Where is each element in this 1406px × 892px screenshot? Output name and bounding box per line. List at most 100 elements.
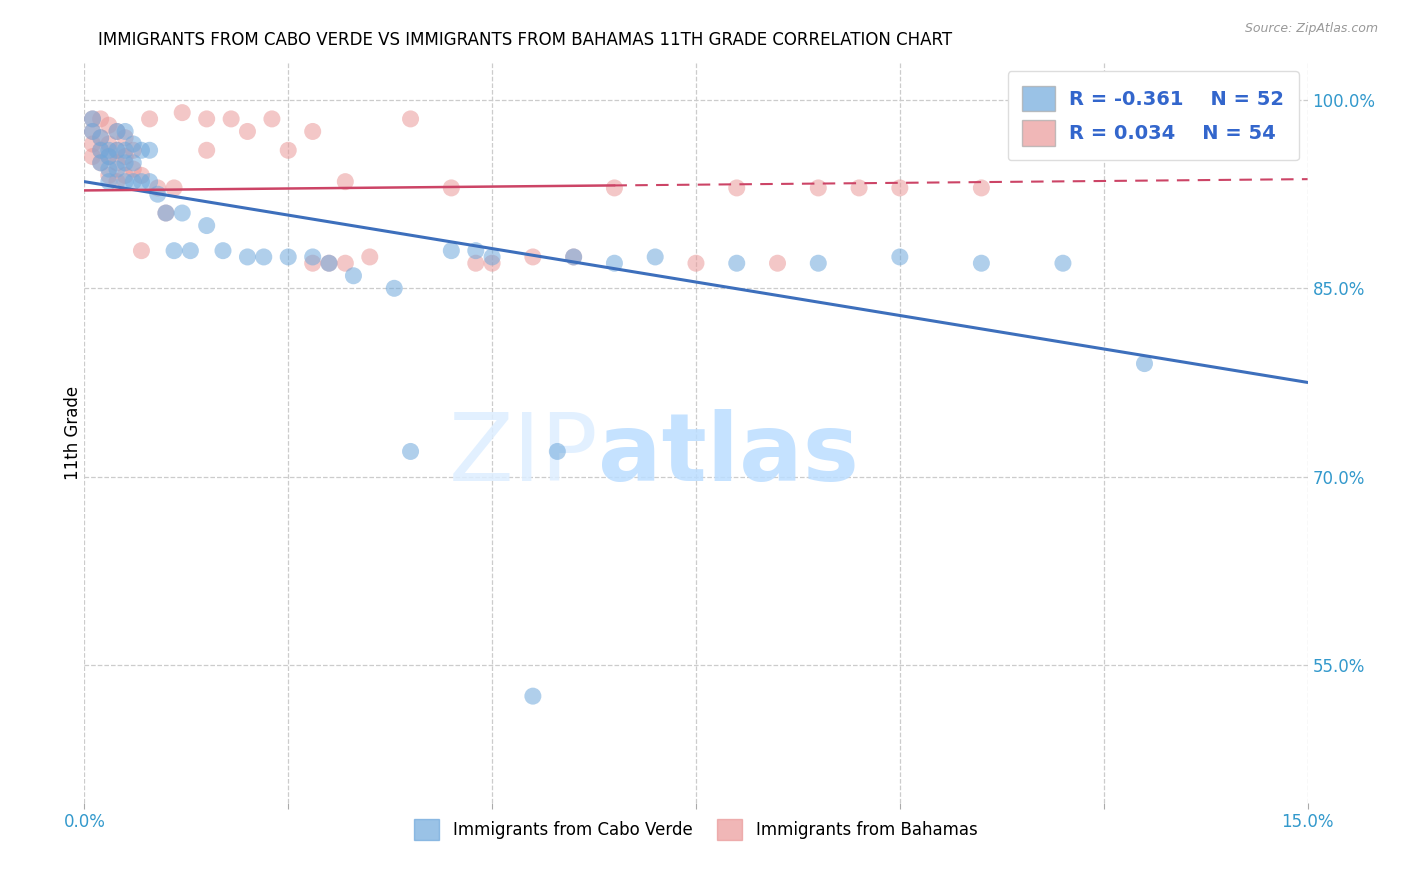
Point [122,175,145,189]
Point [155,206,177,220]
Point [522,689,544,703]
Point [277,250,299,264]
Point [138,175,160,189]
Point [440,181,463,195]
Point [114,169,136,183]
Point [131,143,153,157]
Point [212,244,235,258]
Point [546,444,568,458]
Point [122,136,145,151]
Text: IMMIGRANTS FROM CABO VERDE VS IMMIGRANTS FROM BAHAMAS 11TH GRADE CORRELATION CHA: IMMIGRANTS FROM CABO VERDE VS IMMIGRANTS… [98,31,952,49]
Point [82,150,104,164]
Point [481,256,503,270]
Point [807,256,830,270]
Point [481,250,503,264]
Point [301,250,323,264]
Y-axis label: 11th Grade: 11th Grade [65,385,82,480]
Point [82,136,104,151]
Point [82,124,104,138]
Point [301,124,323,138]
Point [522,250,544,264]
Point [766,256,789,270]
Point [90,156,112,170]
Point [97,136,120,151]
Point [807,181,830,195]
Point [889,250,911,264]
Point [179,244,201,258]
Point [90,143,112,157]
Point [97,118,120,132]
Point [603,256,626,270]
Point [1052,256,1074,270]
Point [1133,357,1156,371]
Point [277,143,299,157]
Point [146,181,169,195]
Point [260,112,283,126]
Point [848,181,870,195]
Point [97,143,120,157]
Point [105,156,128,170]
Point [131,244,153,258]
Point [138,112,160,126]
Point [122,156,145,170]
Point [889,181,911,195]
Text: Source: ZipAtlas.com: Source: ZipAtlas.com [1244,22,1378,36]
Point [114,150,136,164]
Point [114,175,136,189]
Point [90,143,112,157]
Point [114,143,136,157]
Point [131,169,153,183]
Point [335,256,357,270]
Point [114,124,136,138]
Point [253,250,276,264]
Point [82,112,104,126]
Point [603,181,626,195]
Point [131,175,153,189]
Point [97,175,120,189]
Point [399,444,422,458]
Point [105,162,128,177]
Point [163,181,186,195]
Point [342,268,364,283]
Point [399,112,422,126]
Point [114,130,136,145]
Point [195,219,218,233]
Point [122,162,145,177]
Point [90,112,112,126]
Point [90,130,112,145]
Point [90,156,112,170]
Point [562,250,585,264]
Point [105,143,128,157]
Point [219,112,242,126]
Point [318,256,340,270]
Point [464,256,486,270]
Point [464,244,486,258]
Point [90,130,112,145]
Point [105,124,128,138]
Point [236,124,259,138]
Point [195,112,218,126]
Point [236,250,259,264]
Point [138,143,160,157]
Point [163,244,186,258]
Point [440,244,463,258]
Point [105,175,128,189]
Point [335,175,357,189]
Point [82,124,104,138]
Point [359,250,381,264]
Text: atlas: atlas [598,409,859,500]
Point [301,256,323,270]
Point [725,181,748,195]
Point [685,256,707,270]
Point [382,281,405,295]
Point [97,150,120,164]
Point [155,206,177,220]
Point [644,250,666,264]
Text: ZIP: ZIP [449,409,598,500]
Point [195,143,218,157]
Point [562,250,585,264]
Point [97,162,120,177]
Point [172,105,194,120]
Point [82,112,104,126]
Point [146,187,169,202]
